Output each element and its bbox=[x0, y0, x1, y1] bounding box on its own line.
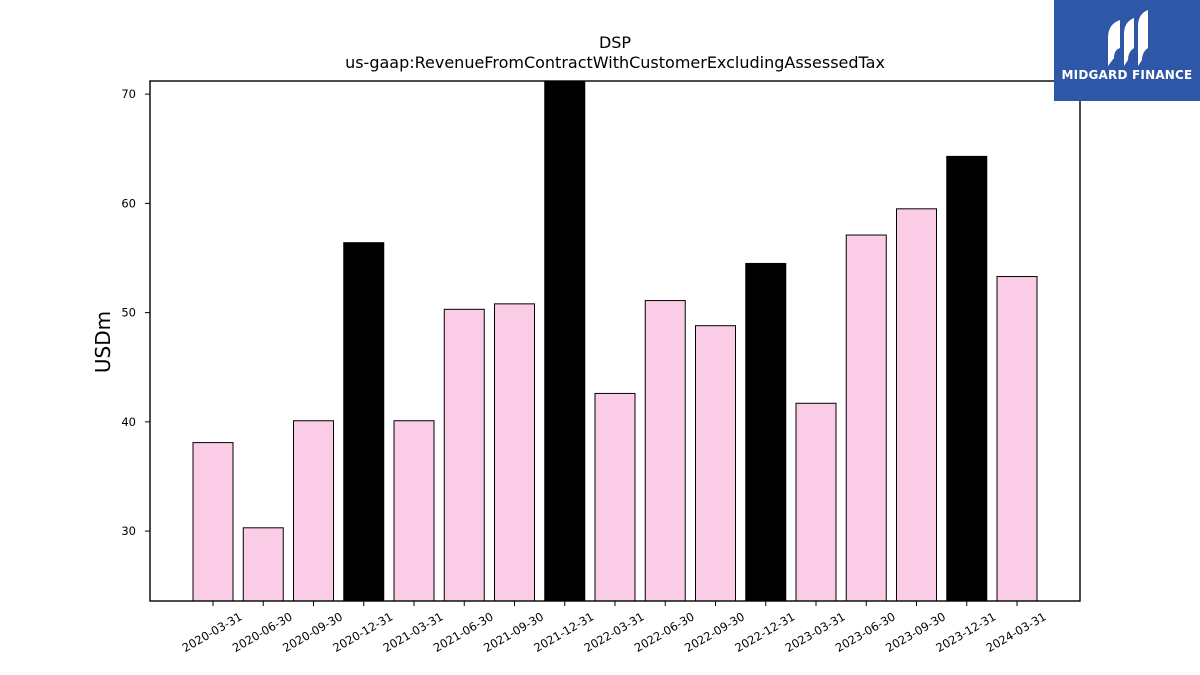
bar-2023-06-30 bbox=[845, 234, 887, 602]
bar-2024-03-31 bbox=[996, 276, 1038, 602]
bar-2022-06-30 bbox=[644, 300, 686, 602]
bar-2022-12-31 bbox=[745, 262, 787, 602]
y-ticks-group: 30 40 50 60 70 bbox=[121, 87, 150, 538]
bar-2022-09-30 bbox=[695, 325, 736, 602]
bar-2023-03-31 bbox=[795, 402, 837, 602]
brand-name: MIDGARD FINANCE bbox=[1061, 68, 1193, 82]
y-tick-label: 30 bbox=[121, 524, 136, 538]
bar-2020-12-31 bbox=[343, 242, 385, 602]
plot-frame bbox=[149, 80, 1081, 602]
y-tick-label: 50 bbox=[121, 306, 136, 320]
y-tick-label: 70 bbox=[121, 87, 136, 101]
bars-group bbox=[192, 80, 1038, 602]
brand-logo: MIDGARD FINANCE bbox=[1054, 0, 1200, 101]
bar-2020-09-30 bbox=[293, 420, 334, 602]
x-ticks-group: 2020-03-312020-06-302020-09-302020-12-31… bbox=[180, 601, 1049, 655]
midgard-logo-icon bbox=[1108, 10, 1148, 66]
bar-2023-12-31 bbox=[946, 155, 988, 602]
bar-2022-03-31 bbox=[594, 392, 636, 602]
bar-2021-03-31 bbox=[393, 420, 435, 602]
bar-2020-03-31 bbox=[192, 442, 234, 602]
y-tick-label: 60 bbox=[121, 196, 136, 210]
bar-2020-06-30 bbox=[242, 527, 284, 602]
bar-2021-12-31 bbox=[544, 80, 586, 602]
bar-2021-06-30 bbox=[443, 308, 485, 602]
bar-2023-09-30 bbox=[896, 208, 937, 602]
bar-2021-09-30 bbox=[494, 303, 535, 602]
chart-title: DSP bbox=[599, 33, 631, 52]
y-tick-label: 40 bbox=[121, 415, 136, 429]
chart-subtitle: us-gaap:RevenueFromContractWithCustomerE… bbox=[345, 53, 885, 72]
y-axis-label: USDm bbox=[91, 311, 115, 373]
